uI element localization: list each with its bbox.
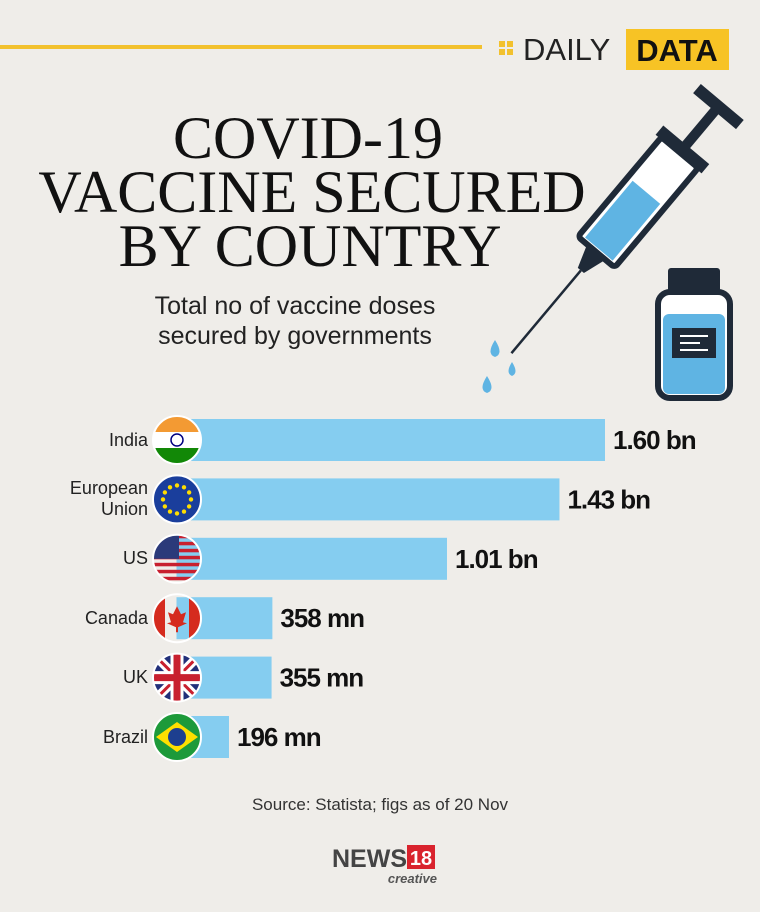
flag-stripe xyxy=(153,576,201,581)
brand-icon xyxy=(499,41,513,55)
flag-star xyxy=(186,490,192,495)
logo: NEWS 18 creative xyxy=(332,845,437,886)
category-label: US xyxy=(122,548,148,569)
category-label: India xyxy=(108,429,148,450)
subtitle: Total no of vaccine doses xyxy=(155,292,436,320)
flag-star xyxy=(181,509,187,514)
title-line: VACCINE SECURED xyxy=(38,159,585,225)
category-label: European Union xyxy=(69,478,148,520)
bar xyxy=(176,419,605,461)
flag-stripe xyxy=(153,562,201,567)
title-line: COVID-19 xyxy=(173,105,443,171)
flag-rim xyxy=(152,474,202,525)
flag-stripe xyxy=(153,569,201,574)
source: Source: Statista; figs as of 20 Nov xyxy=(252,795,509,814)
flag-body xyxy=(153,534,201,581)
flag-star xyxy=(160,497,166,502)
bar xyxy=(176,537,447,580)
flag-globe xyxy=(168,728,186,746)
flag-rim xyxy=(152,593,202,644)
logo-number: 18 xyxy=(410,848,432,870)
flag-star xyxy=(186,504,192,509)
value-label: 1.01 bn xyxy=(455,544,538,574)
brand-light: DAILY xyxy=(523,32,610,67)
flag xyxy=(152,415,202,465)
flag-rim xyxy=(152,712,202,762)
flag-body xyxy=(153,475,201,524)
value-label: 1.43 bn xyxy=(567,484,650,514)
flag-body xyxy=(153,713,201,761)
value-label: 196 mn xyxy=(237,722,321,752)
flag-star xyxy=(162,504,168,509)
subtitle: secured by governments xyxy=(158,322,432,350)
flag xyxy=(152,474,202,525)
flag-star xyxy=(181,485,187,490)
value-label: 355 mn xyxy=(280,663,364,693)
flag-rim xyxy=(152,652,202,703)
flag-star xyxy=(167,509,173,514)
drops xyxy=(482,340,516,393)
flag xyxy=(152,533,202,584)
flag xyxy=(152,712,202,762)
flag-rim xyxy=(152,415,202,465)
category-label: Brazil xyxy=(102,726,148,747)
category-label: Canada xyxy=(84,607,148,628)
brand-bold: DATA xyxy=(636,33,718,68)
flag-wheel xyxy=(170,433,184,447)
value-label: 1.60 bn xyxy=(613,425,696,455)
flag-star xyxy=(188,497,194,502)
value-label: 358 mn xyxy=(280,603,364,633)
flag-star xyxy=(174,511,180,516)
bar xyxy=(176,478,560,521)
logo-tag: creative xyxy=(388,871,437,886)
title: COVID-19 VACCINE SECURED BY COUNTRY xyxy=(38,105,585,279)
brand-box xyxy=(626,29,729,70)
flag-star xyxy=(167,485,173,490)
vial xyxy=(655,268,733,401)
flag-body xyxy=(153,653,201,702)
logo-word: NEWS xyxy=(332,845,407,873)
flag-cross xyxy=(153,653,201,702)
flag-leaf xyxy=(167,606,187,633)
flag-band xyxy=(153,432,201,448)
flag xyxy=(152,593,202,644)
flag-rim xyxy=(152,533,202,584)
logo-box xyxy=(407,845,435,869)
category-label: UK xyxy=(122,667,148,688)
flag-star xyxy=(174,483,180,488)
title-line: BY COUNTRY xyxy=(119,213,502,279)
syringe xyxy=(510,83,744,355)
flag xyxy=(152,652,202,703)
flag-star xyxy=(162,490,168,495)
